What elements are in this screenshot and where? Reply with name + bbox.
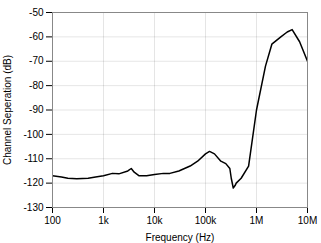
svg-text:-90: -90 (29, 104, 44, 115)
svg-text:-120: -120 (23, 177, 43, 188)
svg-text:-130: -130 (23, 202, 43, 213)
svg-text:-60: -60 (29, 31, 44, 42)
svg-text:-50: -50 (29, 7, 44, 18)
svg-text:-100: -100 (23, 129, 43, 140)
svg-text:10M: 10M (298, 215, 317, 226)
svg-text:-70: -70 (29, 55, 44, 66)
svg-text:10k: 10k (146, 215, 163, 226)
svg-text:Channel Seperation (dB): Channel Seperation (dB) (2, 55, 13, 165)
svg-text:-80: -80 (29, 80, 44, 91)
svg-text:1M: 1M (250, 215, 264, 226)
svg-text:-110: -110 (24, 153, 44, 164)
svg-text:100k: 100k (195, 215, 218, 226)
svg-text:100: 100 (44, 215, 61, 226)
svg-text:1k: 1k (98, 215, 110, 226)
svg-text:Frequency (Hz): Frequency (Hz) (146, 232, 215, 243)
